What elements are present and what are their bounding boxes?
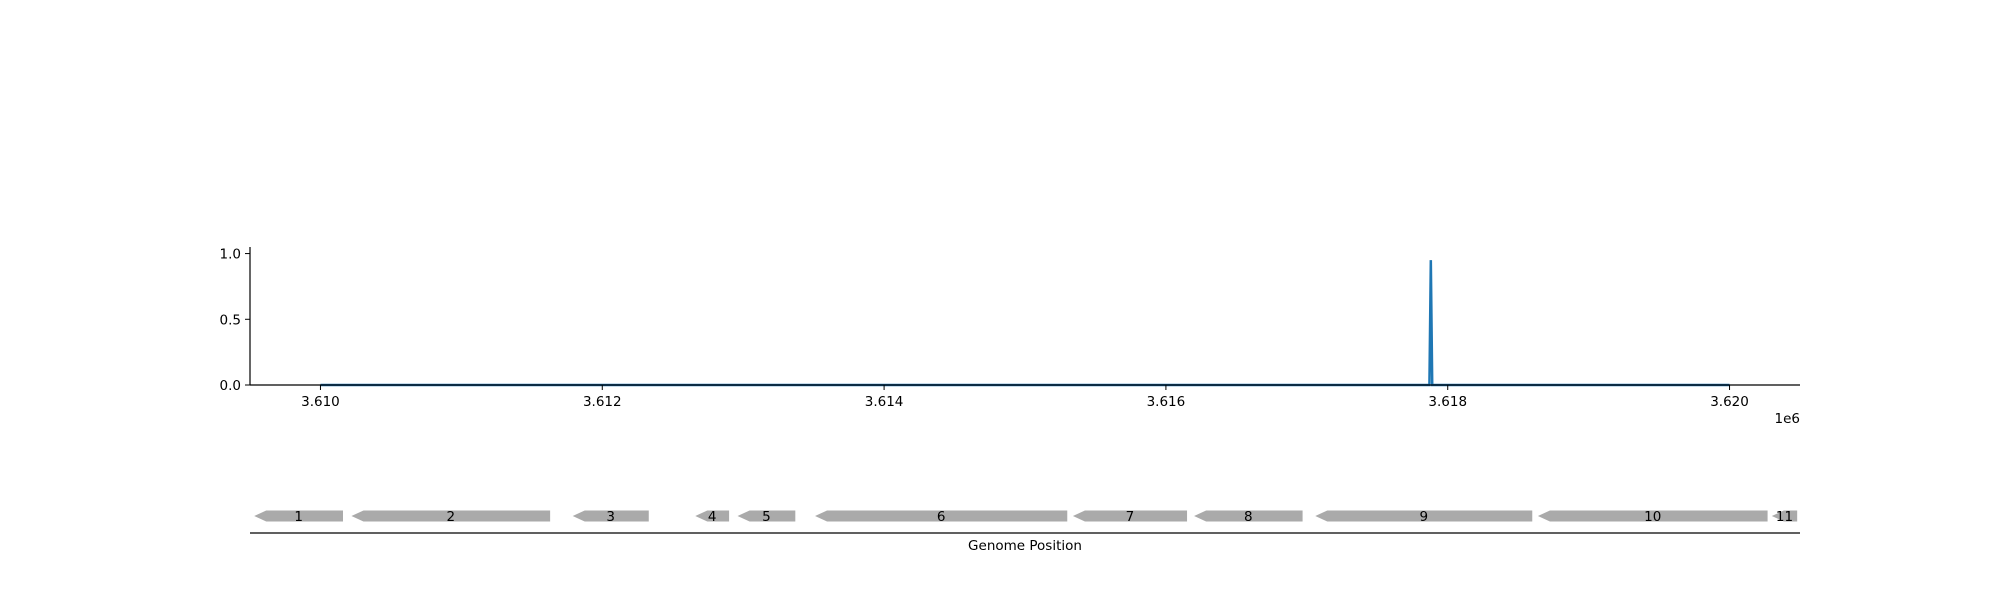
gene-label: 11 <box>1776 509 1793 525</box>
y-tick-label: 1.0 <box>220 247 241 263</box>
gene-arrow <box>737 510 796 522</box>
x-axis-label: Genome Position <box>968 538 1082 554</box>
coverage-line <box>320 260 1730 387</box>
x-axis: 3.610 3.612 3.614 3.616 3.618 3.620 <box>250 384 1800 410</box>
gene-track: 1 2 3 4 5 6 7 8 9 10 11 <box>254 509 1798 525</box>
gene-arrow <box>1771 510 1798 522</box>
x-tick-label: 3.616 <box>1147 394 1186 410</box>
x-axis-offset-label: 1e6 <box>1775 411 1800 427</box>
gene-arrow <box>815 510 1068 522</box>
gene-label: 9 <box>1419 509 1428 525</box>
gene-arrow <box>695 510 730 522</box>
gene-label: 10 <box>1644 509 1661 525</box>
x-tick-label: 3.610 <box>301 394 340 410</box>
gene-arrow <box>1194 510 1303 522</box>
gene-label: 2 <box>446 509 455 525</box>
gene-label: 7 <box>1126 509 1135 525</box>
gene-label: 5 <box>762 509 771 525</box>
coverage-plot <box>320 260 1730 387</box>
gene-arrow <box>351 510 551 522</box>
gene-arrow <box>254 510 343 522</box>
y-tick-label: 0.5 <box>220 312 241 328</box>
x-tick-label: 3.612 <box>583 394 622 410</box>
gene-label: 3 <box>606 509 615 525</box>
x-tick-label: 3.620 <box>1710 394 1749 410</box>
gene-arrow <box>1072 510 1188 522</box>
gene-arrow <box>1537 510 1768 522</box>
x-tick-label: 3.614 <box>865 394 904 410</box>
y-tick-label: 0.0 <box>220 378 241 394</box>
y-axis: 0.0 0.5 1.0 <box>220 247 251 394</box>
gene-label: 1 <box>294 509 303 525</box>
gene-arrow <box>1315 510 1533 522</box>
gene-label: 4 <box>708 509 717 525</box>
x-tick-label: 3.618 <box>1428 394 1467 410</box>
gene-label: 6 <box>937 509 946 525</box>
gene-label: 8 <box>1244 509 1253 525</box>
gene-arrow <box>572 510 649 522</box>
